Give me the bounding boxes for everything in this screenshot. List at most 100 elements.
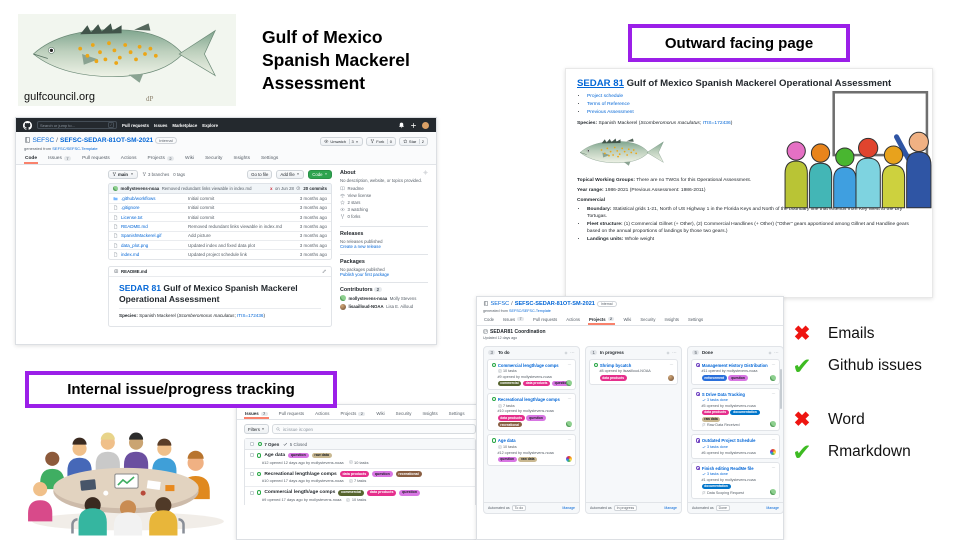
itis-link[interactable]: ITIS=172436 xyxy=(237,312,264,318)
go-to-file-button[interactable]: Go to file xyxy=(247,169,273,179)
project-card[interactable]: Outdated Project Schedule ⋯ 3 tasks done… xyxy=(691,434,780,459)
fork-button[interactable]: Fork 0 xyxy=(366,137,396,146)
add-card-icon[interactable] xyxy=(666,351,670,355)
card-menu-icon[interactable]: ⋯ xyxy=(567,437,572,443)
code-button[interactable]: Code xyxy=(308,169,332,179)
nav-pull-requests[interactable]: Pull requests xyxy=(122,122,149,128)
branches-count[interactable]: 3 branches xyxy=(142,172,169,177)
tab-code[interactable]: Code xyxy=(24,154,38,164)
project-card[interactable]: Shrimp bycatch ⋯ #8 opened by lisaaillou… xyxy=(589,358,678,385)
manage-link[interactable]: Manage xyxy=(766,505,779,510)
forks-meta-link[interactable]: 0 forks xyxy=(340,213,428,219)
project-board-title[interactable]: SEDAR81 Coordination xyxy=(490,328,546,335)
user-avatar[interactable] xyxy=(422,121,429,129)
tab-settings[interactable]: Settings xyxy=(260,155,279,161)
repo-owner-link[interactable]: SEFSC xyxy=(32,137,55,144)
previous-assessment-link[interactable]: Previous Assessment xyxy=(587,110,634,116)
file-row[interactable]: License.txt Initial commit 3 months ago xyxy=(109,212,331,221)
select-all-checkbox[interactable] xyxy=(250,442,254,446)
terms-of-reference-link[interactable]: Terms of Reference xyxy=(587,102,630,108)
sedar-81-link[interactable]: SEDAR 81 xyxy=(577,78,624,89)
commit-author-avatar[interactable] xyxy=(113,185,118,191)
manage-link[interactable]: Manage xyxy=(562,505,575,510)
file-row[interactable]: SpanishMackerel.gif Add picture 3 months a… xyxy=(109,230,331,240)
tab-security[interactable]: Security xyxy=(395,411,412,416)
add-card-icon[interactable] xyxy=(564,351,568,355)
contributor-row[interactable]: mollystevens-noaa Molly Stevens xyxy=(340,295,428,301)
open-issues-filter[interactable]: 7 Open xyxy=(258,442,279,447)
publish-package-link[interactable]: Publish your first package xyxy=(340,271,390,277)
commit-message[interactable]: Removed redundant links viewable in inde… xyxy=(161,185,252,191)
repo-owner-link[interactable]: SEFSC xyxy=(490,301,510,307)
nav-explore[interactable]: Explore xyxy=(202,122,218,128)
project-card[interactable]: S Drive Data Tracking ⋯ 3 tasks done #5 … xyxy=(691,387,780,432)
tab-pull-requests[interactable]: Pull requests xyxy=(82,155,110,161)
template-repo-link[interactable]: SEFSC/SEFSC-Template xyxy=(509,308,551,313)
tags-count[interactable]: 0 tags xyxy=(173,171,186,177)
tab-pull-requests[interactable]: Pull requests xyxy=(278,411,305,416)
github-logo-icon[interactable] xyxy=(23,121,32,130)
project-card[interactable]: Commercial length/age comps ⋯ 10 tasks #… xyxy=(487,358,576,391)
closed-issues-filter[interactable]: 5 Closed xyxy=(283,442,307,447)
unwatch-button[interactable]: Unwatch 3 xyxy=(320,137,364,146)
tab-actions[interactable]: Actions xyxy=(120,155,137,161)
nav-issues[interactable]: Issues xyxy=(153,122,168,128)
tab-insights[interactable]: Insights xyxy=(233,155,250,161)
tab-code[interactable]: Code xyxy=(484,316,495,322)
gear-icon[interactable] xyxy=(423,170,428,175)
card-menu-icon[interactable]: ⋯ xyxy=(567,361,572,367)
branch-selector[interactable]: main xyxy=(108,169,138,179)
template-repo-link[interactable]: SEFSC/SEFSC-Template xyxy=(52,145,98,151)
contributor-row[interactable]: lisaailloud-NOAA Lisa E. Ailloud xyxy=(340,303,428,310)
issue-row[interactable]: Recreational length/age comps data produ… xyxy=(245,469,475,488)
license-meta-link[interactable]: View license xyxy=(340,193,428,198)
readme-meta-link[interactable]: Readme xyxy=(340,186,428,191)
commit-status-failed-icon[interactable]: x xyxy=(270,185,273,191)
file-row[interactable]: data_plot.png Updated index and fixed dat… xyxy=(109,239,331,249)
column-menu-icon[interactable]: ⋯ xyxy=(570,349,575,355)
plus-icon[interactable] xyxy=(410,122,417,129)
issue-checkbox[interactable] xyxy=(250,490,254,495)
watching-meta-link[interactable]: 3 watching xyxy=(340,207,428,212)
add-file-button[interactable]: Add file xyxy=(276,169,305,179)
scrollbar[interactable] xyxy=(780,368,782,409)
filters-dropdown[interactable]: Filters xyxy=(244,424,270,434)
issue-checkbox[interactable] xyxy=(250,472,254,476)
file-row[interactable]: index.md Updated project schedule link 3 m… xyxy=(109,249,331,258)
tab-wiki[interactable]: Wiki xyxy=(376,411,385,416)
tab-security[interactable]: Security xyxy=(640,316,656,322)
bell-icon[interactable] xyxy=(398,122,405,129)
issue-row[interactable]: Age data question raw data #12 opened 12 … xyxy=(245,450,475,469)
tab-settings[interactable]: Settings xyxy=(448,411,465,416)
card-menu-icon[interactable]: ⋯ xyxy=(771,361,776,367)
project-card[interactable]: Finish editing ReadMe file ⋯ 3 tasks don… xyxy=(691,461,780,499)
file-row[interactable]: .gitignore Initial commit 3 months ago xyxy=(109,202,331,212)
commit-author[interactable]: mollystevens-noaa xyxy=(120,185,160,191)
tab-actions[interactable]: Actions xyxy=(315,411,330,416)
star-button[interactable]: Star 2 xyxy=(398,137,428,146)
tab-actions[interactable]: Actions xyxy=(566,316,580,322)
card-menu-icon[interactable]: ⋯ xyxy=(771,390,776,396)
repo-name-link[interactable]: SEFSC-SEDAR-81OT-SM-2021 xyxy=(59,137,154,144)
tab-pull-requests[interactable]: Pull requests xyxy=(533,316,558,322)
pencil-icon[interactable] xyxy=(322,269,327,274)
tab-wiki[interactable]: Wiki xyxy=(185,155,195,161)
issues-search-input[interactable]: is:issue is:open xyxy=(272,424,476,434)
card-menu-icon[interactable]: ⋯ xyxy=(771,464,776,470)
manage-link[interactable]: Manage xyxy=(664,505,677,510)
tab-projects[interactable]: Projects 2 xyxy=(339,409,366,419)
column-menu-icon[interactable]: ⋯ xyxy=(774,349,779,355)
project-card[interactable]: Recreational length/age comps ⋯ 7 tasks … xyxy=(487,393,576,432)
card-menu-icon[interactable]: ⋯ xyxy=(669,361,674,367)
tab-settings[interactable]: Settings xyxy=(687,316,704,322)
file-row[interactable]: README.md Removed redundant links viewabl… xyxy=(109,221,331,230)
tab-issues[interactable]: Issues 7 xyxy=(502,315,525,325)
tab-security[interactable]: Security xyxy=(205,155,223,161)
readme-filename[interactable]: README.md xyxy=(121,268,148,274)
nav-marketplace[interactable]: Marketplace xyxy=(172,122,198,128)
tab-wiki[interactable]: Wiki xyxy=(623,316,632,322)
tab-insights[interactable]: Insights xyxy=(664,316,679,322)
github-search-input[interactable]: Search or jump to... / xyxy=(37,121,117,129)
stars-meta-link[interactable]: 2 stars xyxy=(340,199,428,205)
sedar-81-link[interactable]: SEDAR 81 xyxy=(119,282,162,293)
